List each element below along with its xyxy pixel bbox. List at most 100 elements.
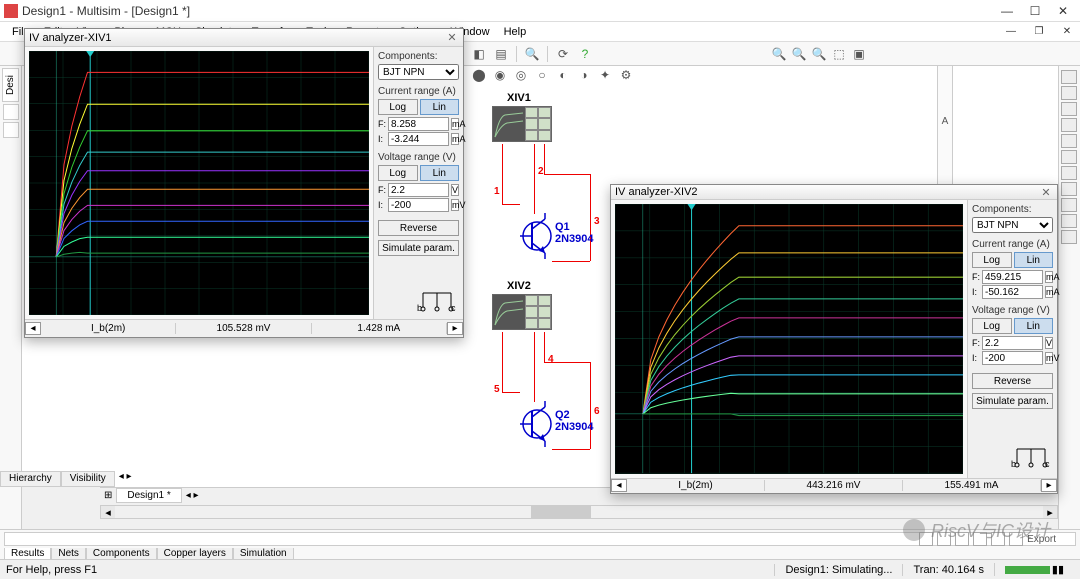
sim-icon[interactable]: ✦ (596, 66, 614, 84)
mdi-minimize-button[interactable]: — (998, 23, 1024, 41)
iv1-current-f[interactable] (388, 117, 449, 131)
iv2-voltage-i[interactable] (982, 351, 1043, 365)
iv2-voltage-f[interactable] (982, 336, 1043, 350)
q1-transistor[interactable]: Q1 2N3904 (517, 211, 557, 264)
iv1-voltage-i[interactable] (388, 198, 449, 212)
xiv1-label: XIV1 (507, 92, 531, 104)
iv1-reverse[interactable]: Reverse (378, 220, 459, 236)
iv2-current-lin[interactable]: Lin (1014, 252, 1054, 268)
minimize-button[interactable]: — (994, 2, 1020, 20)
right-sidebar (1058, 66, 1080, 529)
iv2-voltage-lin[interactable]: Lin (1014, 318, 1054, 334)
toolbar-icon[interactable]: ⟳ (554, 45, 572, 63)
iv1-close-button[interactable]: ✕ (445, 31, 459, 45)
status-help: For Help, press F1 (6, 564, 774, 576)
iv-analyzer-xiv1-window[interactable]: IV analyzer-XIV1 ✕ Components: BJT NPN C… (24, 28, 464, 338)
status-bar: For Help, press F1 Design1: Simulating..… (0, 559, 1080, 579)
hierarchy-tab[interactable]: Hierarchy (0, 471, 61, 487)
sim-icon[interactable]: ⚙ (617, 66, 635, 84)
iv1-title: IV analyzer-XIV1 (29, 32, 445, 44)
iv2-current-f[interactable] (982, 270, 1043, 284)
mdi-restore-button[interactable]: ❐ (1026, 23, 1052, 41)
zoom-in-icon[interactable]: 🔍 (770, 45, 788, 63)
q2-transistor[interactable]: Q2 2N3904 (517, 399, 557, 452)
instrument-icon[interactable] (1061, 214, 1077, 228)
instrument-icon[interactable] (1061, 134, 1077, 148)
sim-icon[interactable]: ◉ (491, 66, 509, 84)
xiv1-component[interactable] (492, 106, 552, 142)
iv2-prev[interactable]: ◂ (611, 479, 627, 492)
iv1-voltage-f[interactable] (388, 183, 449, 197)
instrument-icon[interactable] (1061, 198, 1077, 212)
sim-icon[interactable]: ⬤ (470, 66, 488, 84)
zoom-region-icon[interactable]: ⬚ (830, 45, 848, 63)
new-icon[interactable] (3, 104, 19, 120)
iv2-reverse[interactable]: Reverse (972, 373, 1053, 389)
iv1-voltage-lin[interactable]: Lin (420, 165, 460, 181)
toolbar-icon[interactable]: 🔍 (523, 45, 541, 63)
net-4: 4 (548, 354, 554, 365)
status-sim: Design1: Simulating... (774, 564, 902, 576)
design-tab[interactable]: Desi (2, 68, 19, 102)
net-3: 3 (594, 216, 600, 227)
iv2-plot (615, 204, 963, 473)
instrument-icon[interactable] (1061, 118, 1077, 132)
iv1-current-i[interactable] (388, 132, 449, 146)
toolbar-icon[interactable]: ▤ (492, 45, 510, 63)
iv2-status-v: 443.216 mV (765, 480, 903, 491)
sim-icon[interactable]: ◑ (575, 66, 593, 84)
iv1-current-log[interactable]: Log (378, 99, 418, 115)
q1-ref: Q1 (555, 221, 570, 233)
iv2-voltage-log[interactable]: Log (972, 318, 1012, 334)
instrument-icon[interactable] (1061, 230, 1077, 244)
iv2-current-i[interactable] (982, 285, 1043, 299)
instrument-icon[interactable] (1061, 86, 1077, 100)
sim-icon[interactable]: ○ (533, 66, 551, 84)
visibility-tab[interactable]: Visibility (61, 471, 115, 487)
iv1-voltage-log[interactable]: Log (378, 165, 418, 181)
iv1-status-v: 105.528 mV (176, 323, 311, 334)
instrument-icon[interactable] (1061, 70, 1077, 84)
svg-text:c: c (451, 303, 456, 313)
net-2: 2 (538, 166, 544, 177)
close-button[interactable]: ✕ (1050, 2, 1076, 20)
help-icon[interactable]: ? (576, 45, 594, 63)
iv-analyzer-xiv2-window[interactable]: IV analyzer-XIV2 ✕ Components: BJT NPN C… (610, 184, 1058, 494)
sim-toggle-icon[interactable]: ▮▮ (1052, 563, 1064, 576)
instrument-icon[interactable] (1061, 150, 1077, 164)
net-5: 5 (494, 384, 500, 395)
iv1-sim-param[interactable]: Simulate param. (378, 240, 459, 256)
zoom-fit-icon[interactable]: 🔍 (810, 45, 828, 63)
title-bar: Design1 - Multisim - [Design1 *] — ☐ ✕ (0, 0, 1080, 22)
iv1-current-lin[interactable]: Lin (420, 99, 460, 115)
menu-help[interactable]: Help (498, 24, 533, 40)
xiv2-component[interactable] (492, 294, 552, 330)
sim-icon[interactable]: ◎ (512, 66, 530, 84)
xiv2-label: XIV2 (507, 280, 531, 292)
iv2-close-button[interactable]: ✕ (1039, 185, 1053, 199)
zoom-out-icon[interactable]: 🔍 (790, 45, 808, 63)
toolbar-icon[interactable]: ◧ (470, 45, 488, 63)
q1-val: 2N3904 (555, 233, 594, 245)
open-icon[interactable] (3, 122, 19, 138)
iv1-prev[interactable]: ◂ (25, 322, 41, 335)
iv2-sim-param[interactable]: Simulate param. (972, 393, 1053, 409)
mdi-close-button[interactable]: ✕ (1054, 23, 1080, 41)
watermark: RiscV与IC设计 (903, 517, 1050, 543)
iv2-status-i: 155.491 mA (903, 480, 1041, 491)
sim-icon[interactable]: ◐ (554, 66, 572, 84)
iv2-controls: Components: BJT NPN Current range (A) Lo… (967, 200, 1057, 477)
maximize-button[interactable]: ☐ (1022, 2, 1048, 20)
instrument-icon[interactable] (1061, 166, 1077, 180)
design-sheet-tab[interactable]: Design1 * (116, 488, 181, 503)
left-sidebar: Desi (0, 66, 22, 529)
svg-text:c: c (1045, 459, 1050, 469)
fullscreen-icon[interactable]: ▣ (850, 45, 868, 63)
iv2-next[interactable]: ▸ (1041, 479, 1057, 492)
instrument-icon[interactable] (1061, 182, 1077, 196)
instrument-icon[interactable] (1061, 102, 1077, 116)
iv2-component-select[interactable]: BJT NPN (972, 217, 1053, 233)
iv2-current-log[interactable]: Log (972, 252, 1012, 268)
iv1-component-select[interactable]: BJT NPN (378, 64, 459, 80)
iv1-next[interactable]: ▸ (447, 322, 463, 335)
